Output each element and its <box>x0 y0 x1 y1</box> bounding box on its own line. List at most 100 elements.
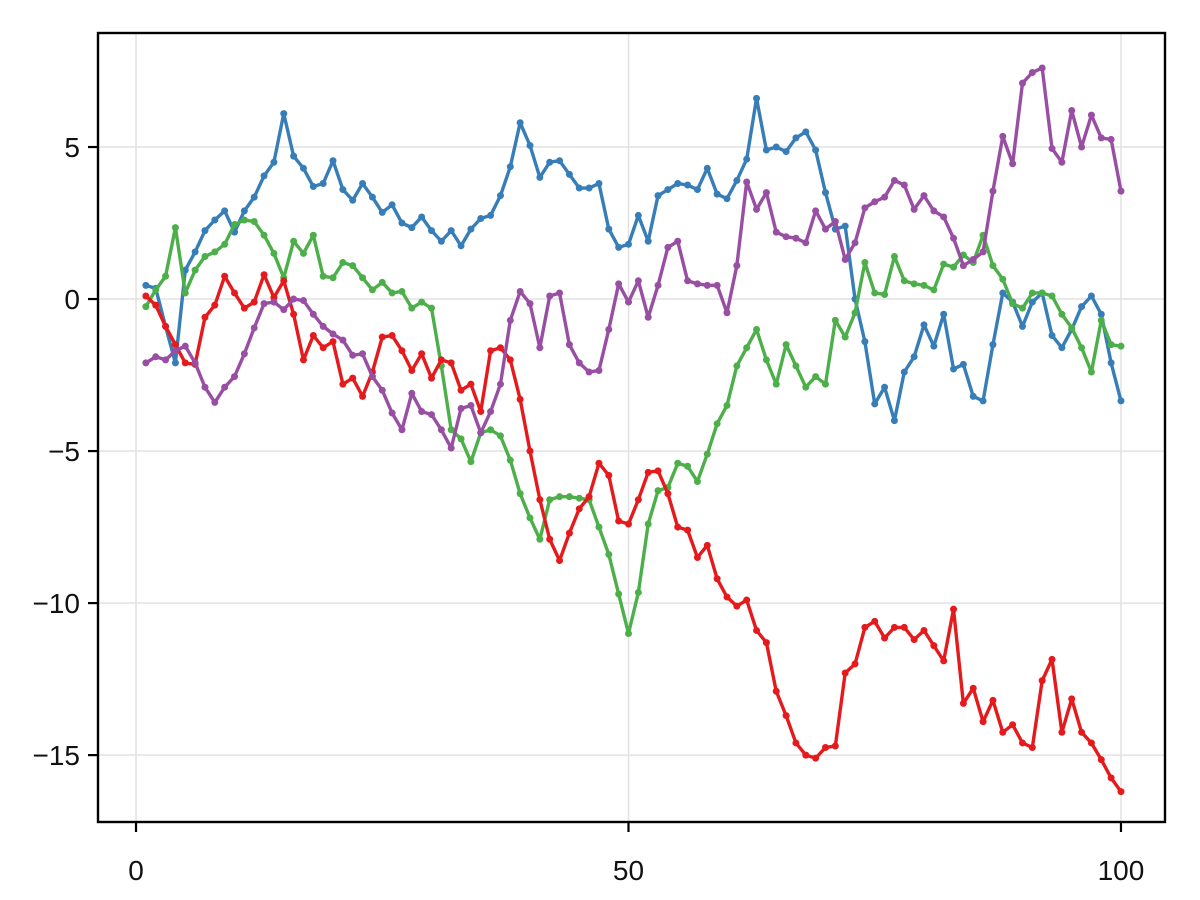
series-1-blue-marker-point <box>398 219 406 227</box>
series-3-red-marker-point <box>959 699 967 707</box>
series-4-purple-marker-point <box>634 277 642 285</box>
series-4-purple-marker-point <box>861 204 869 212</box>
series-4-purple-marker-point <box>280 306 288 314</box>
series-3-red-marker-point <box>713 575 721 583</box>
series-3-red-marker-point <box>733 602 741 610</box>
series-3-red-marker-point <box>231 289 239 297</box>
series-4-purple-marker-point <box>516 287 524 295</box>
series-4-purple-marker-point <box>260 300 268 308</box>
series-1-blue-marker-point <box>496 192 504 200</box>
series-4-purple-marker-point <box>142 359 150 367</box>
series-3-red-marker-point <box>1087 739 1095 747</box>
y-tick-label: −5 <box>48 436 80 467</box>
series-3-red-marker-point <box>920 626 928 634</box>
series-3-red-marker-point <box>437 356 445 364</box>
series-3-red-marker-point <box>378 333 386 341</box>
series-1-blue-marker-point <box>821 189 829 197</box>
series-1-blue-marker-point <box>221 207 229 215</box>
series-3-red-marker-point <box>753 626 761 634</box>
series-1-blue-marker-point <box>910 353 918 361</box>
series-3-red-marker-point <box>260 271 268 279</box>
series-4-purple-marker-point <box>693 280 701 288</box>
series-1-blue-marker-point <box>270 158 278 166</box>
series-3-red-marker-point <box>910 636 918 644</box>
y-tick-label: −10 <box>33 588 81 619</box>
series-4-purple-marker-point <box>428 411 436 419</box>
series-3-red-marker-point <box>615 517 623 525</box>
series-4-purple-marker-point <box>378 386 386 394</box>
series-2-green-marker-point <box>792 362 800 370</box>
series-4-purple-marker-point <box>1068 107 1076 115</box>
series-1-blue-marker-point <box>900 368 908 376</box>
series-1-blue-marker-point <box>201 227 209 235</box>
series-2-green-marker-point <box>615 590 623 598</box>
series-3-red-marker-point <box>890 623 898 631</box>
series-2-green-marker-point <box>674 459 682 467</box>
series-2-green-marker-point <box>772 380 780 388</box>
series-2-green-marker-point <box>496 432 504 440</box>
series-2-green-marker-point <box>910 280 918 288</box>
series-1-blue-marker-point <box>595 180 603 187</box>
series-3-red-marker-point <box>772 687 780 695</box>
series-2-green-marker-point <box>940 260 948 268</box>
series-3-red-marker-point <box>1018 739 1026 747</box>
series-2-green-marker-point <box>536 535 544 543</box>
series-2-green-marker-point <box>240 216 248 224</box>
series-2-green-marker-point <box>1058 310 1066 318</box>
series-2-green-marker-point <box>861 259 869 267</box>
series-2-green-marker-point <box>723 401 731 409</box>
series-3-red-marker-point <box>388 332 396 340</box>
series-4-purple-marker-point <box>467 401 475 409</box>
series-1-blue-marker-point <box>556 157 564 165</box>
series-4-purple-marker-point <box>969 256 977 264</box>
series-3-red-marker-point <box>989 696 997 704</box>
series-3-red-marker-point <box>634 496 642 504</box>
series-2-green-marker-point <box>299 249 307 257</box>
series-1-blue-marker-point <box>979 397 987 405</box>
series-2-green-marker-point <box>625 629 632 637</box>
series-1-blue-marker-point <box>753 94 761 102</box>
series-1-blue-marker-point <box>408 224 416 232</box>
series-2-green-marker-point <box>733 362 741 370</box>
series-4-purple-marker-point <box>536 344 544 352</box>
series-3-red-marker-point <box>496 344 504 352</box>
series-4-purple-marker-point <box>772 228 780 236</box>
y-tick-label: −15 <box>33 740 81 771</box>
series-2-green-marker-point <box>575 494 583 502</box>
series-1-blue-marker-point <box>664 186 672 194</box>
series-2-green-marker-point <box>930 286 938 294</box>
series-1-blue-marker-point <box>605 225 613 233</box>
series-2-green-marker-point <box>526 514 534 522</box>
series-1-blue-marker-point <box>802 128 810 136</box>
series-4-purple-marker-point <box>930 207 938 215</box>
series-4-purple-marker-point <box>1038 64 1046 72</box>
series-1-blue-marker-point <box>644 237 652 245</box>
series-3-red-marker-point <box>280 277 288 285</box>
series-1-blue-marker-point <box>368 193 376 201</box>
series-2-green-marker-point <box>743 344 751 352</box>
series-1-blue-marker-point <box>890 417 898 425</box>
series-4-purple-marker-point <box>565 341 573 349</box>
series-1-blue-marker-point <box>693 186 701 194</box>
series-2-green-marker-point <box>457 435 465 443</box>
series-1-blue-marker-point <box>634 211 642 219</box>
series-4-purple-marker-point <box>743 178 751 186</box>
series-4-purple-marker-point <box>1058 158 1066 166</box>
series-3-red-marker-point <box>309 332 317 340</box>
series-1-blue-marker-point <box>437 237 445 245</box>
series-1-blue-marker-point <box>812 146 820 154</box>
series-4-purple-marker-point <box>191 359 199 367</box>
series-3-red-marker-point <box>487 347 495 355</box>
series-4-purple-marker-point <box>162 356 170 364</box>
series-2-green-marker-point <box>546 496 554 504</box>
series-3-red-marker-point <box>329 338 337 346</box>
series-1-blue-marker-point <box>684 181 692 189</box>
series-4-purple-marker-point <box>477 429 485 437</box>
series-2-green-marker-point <box>713 420 721 428</box>
series-3-red-marker-point <box>556 557 564 565</box>
series-1-blue-marker-point <box>546 158 554 166</box>
series-4-purple-marker-point <box>575 359 583 367</box>
series-4-purple-marker-point <box>231 373 239 381</box>
y-tick-label: 5 <box>64 132 80 163</box>
